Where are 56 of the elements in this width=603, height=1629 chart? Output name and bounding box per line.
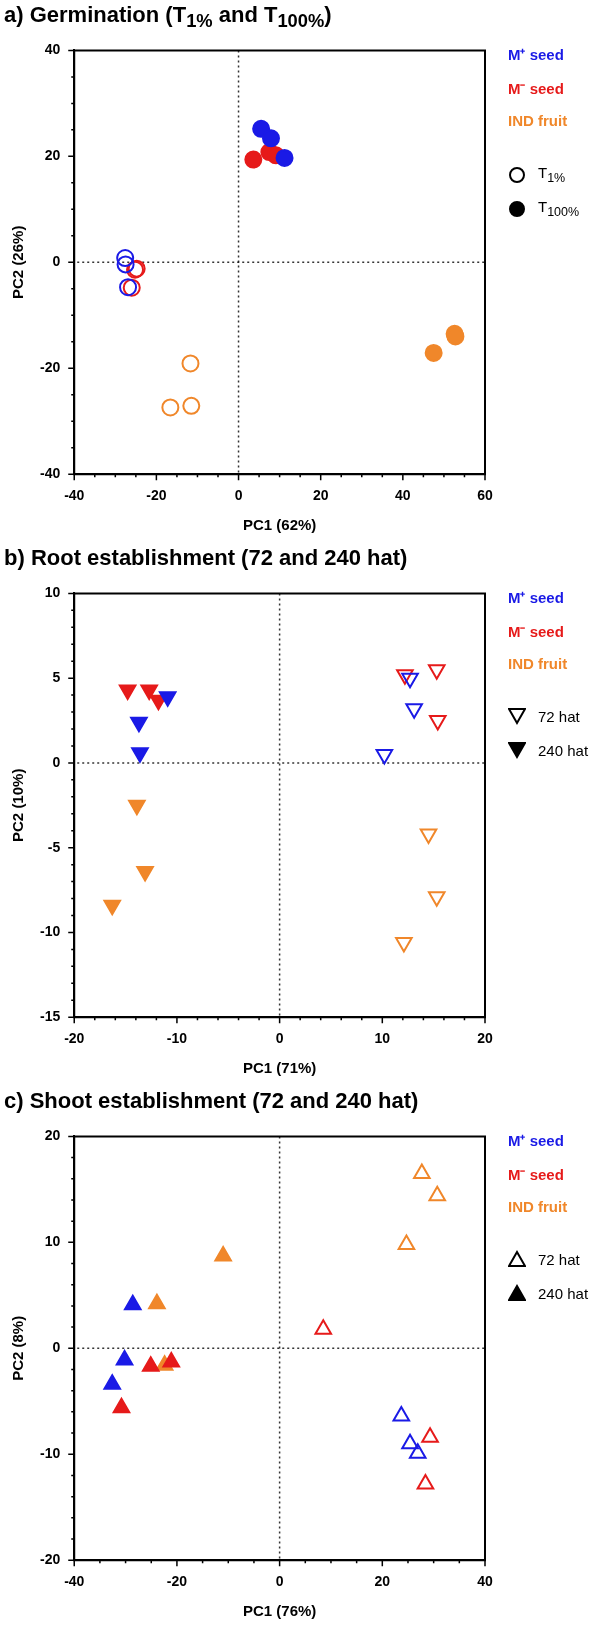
y-tick-label: -40 [40, 465, 61, 482]
text: T$_{100%}$ [538, 198, 580, 220]
y-tick-label: -10 [40, 923, 61, 940]
text: M⁺ seed [508, 588, 564, 608]
text: M⁺ seed [508, 45, 564, 65]
x-tick-label: 20 [374, 1573, 391, 1590]
text: 240 hat [538, 741, 589, 759]
text: IND fruit [508, 1198, 568, 1216]
chart-title: a) Germination (T$_{1%}$ and T$_{100%}$) [4, 2, 332, 33]
x-tick-label: -10 [166, 1030, 188, 1047]
x-tick-label: 0 [275, 1573, 284, 1590]
text: M⁻ seed [508, 79, 564, 99]
x-tick-label: 40 [477, 1573, 493, 1590]
text: M⁻ seed [508, 622, 564, 642]
y-tick-label: -20 [40, 1551, 61, 1568]
x-tick-label: 0 [234, 487, 243, 504]
x-tick-label: -20 [64, 1030, 85, 1047]
text: T$_{1%}$ [538, 164, 566, 186]
x-tick-label: 20 [312, 487, 329, 504]
x-axis-title: PC1 (62%) [242, 516, 317, 534]
text: IND fruit [508, 112, 568, 130]
x-tick-label: 20 [477, 1030, 493, 1047]
chart-title: c) Shoot establishment (72 and 240 hat) [4, 1088, 419, 1114]
text: 72 hat [538, 707, 580, 725]
y-axis-title: PC2 (8%) [9, 1315, 27, 1381]
text: M⁻ seed [508, 1165, 564, 1185]
x-axis-title: PC1 (76%) [242, 1602, 317, 1620]
y-tick-label: 10 [44, 584, 61, 601]
y-axis-title: PC2 (10%) [9, 768, 27, 842]
x-tick-label: -40 [64, 487, 85, 504]
text: IND fruit [508, 655, 568, 673]
y-tick-label: 0 [52, 253, 61, 270]
y-tick-label: 20 [44, 147, 61, 164]
y-tick-label: -10 [40, 1445, 61, 1462]
y-axis-title: PC2 (26%) [9, 225, 27, 299]
text: M⁺ seed [508, 1131, 564, 1151]
x-tick-label: -20 [166, 1573, 188, 1590]
x-tick-label: 60 [477, 487, 493, 504]
y-tick-label: -15 [40, 1008, 61, 1025]
x-tick-label: 0 [275, 1030, 284, 1047]
y-tick-label: -20 [40, 359, 61, 376]
y-tick-label: 40 [44, 41, 61, 58]
x-tick-label: -40 [64, 1573, 85, 1590]
text: 240 hat [538, 1284, 589, 1302]
x-axis-title: PC1 (71%) [242, 1059, 317, 1077]
y-tick-label: 5 [52, 669, 61, 686]
y-tick-label: 20 [44, 1127, 61, 1144]
x-tick-label: 40 [395, 487, 411, 504]
y-tick-label: 10 [44, 1233, 61, 1250]
x-tick-label: 10 [374, 1030, 391, 1047]
text: 72 hat [538, 1250, 580, 1268]
y-tick-label: 0 [52, 753, 61, 770]
y-tick-label: 0 [52, 1339, 61, 1356]
x-tick-label: -20 [146, 487, 167, 504]
y-tick-label: -5 [47, 838, 61, 855]
chart-title: b) Root establishment (72 and 240 hat) [4, 545, 408, 571]
